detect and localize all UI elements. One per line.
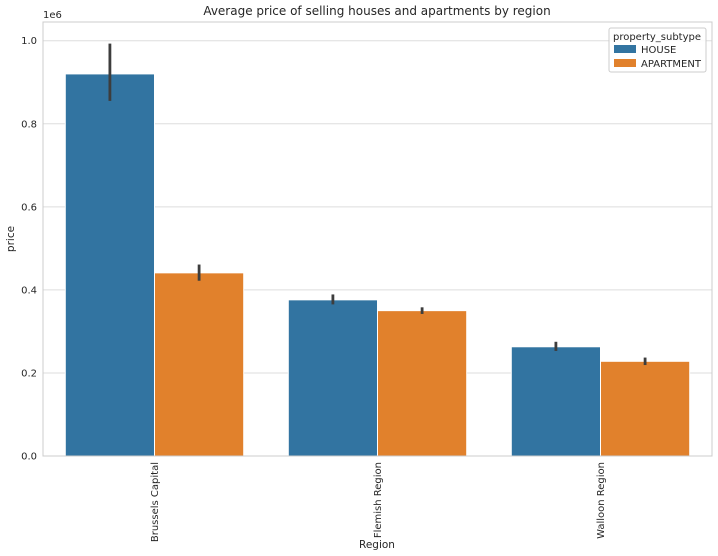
y-tick-label: 0.6 bbox=[21, 202, 37, 213]
bar-apartment-1 bbox=[377, 310, 468, 457]
plot-border bbox=[42, 21, 713, 457]
x-tick-labels: Brussels Capital Flemish Region Walloon Re… bbox=[150, 462, 607, 542]
x-axis-label: Region bbox=[359, 539, 395, 551]
y-tick-label: 1.0 bbox=[21, 36, 37, 47]
y-tick-labels: 0.0 0.2 0.4 0.6 0.8 1.0 bbox=[21, 36, 37, 462]
y-axis-label: price bbox=[5, 226, 17, 252]
legend-entry-apartment: APARTMENT bbox=[641, 59, 702, 70]
x-tick-label: Flemish Region bbox=[373, 462, 384, 538]
y-offset-label: 1e6 bbox=[43, 10, 62, 21]
y-tick-label: 0.4 bbox=[21, 285, 37, 296]
legend-entry-house: HOUSE bbox=[641, 45, 676, 56]
x-tick-label: Brussels Capital bbox=[150, 462, 161, 542]
bar-house-1 bbox=[287, 299, 378, 457]
y-tick-label: 0.2 bbox=[21, 368, 37, 379]
bars bbox=[64, 73, 691, 457]
error-bars bbox=[108, 43, 647, 366]
legend-swatch-apartment bbox=[614, 59, 636, 67]
legend: property_subtype HOUSE APARTMENT bbox=[608, 27, 707, 73]
bar-house-0 bbox=[64, 73, 155, 457]
legend-swatch-house bbox=[614, 45, 636, 53]
bar-apartment-2 bbox=[600, 360, 691, 457]
x-tick-label: Walloon Region bbox=[596, 462, 607, 539]
bar-apartment-0 bbox=[154, 272, 245, 457]
chart-title: Average price of selling houses and apar… bbox=[203, 4, 550, 18]
legend-title: property_subtype bbox=[613, 32, 701, 43]
y-tick-label: 0.0 bbox=[21, 452, 37, 463]
y-tick-label: 0.8 bbox=[21, 119, 37, 130]
bar-house-2 bbox=[510, 346, 601, 457]
